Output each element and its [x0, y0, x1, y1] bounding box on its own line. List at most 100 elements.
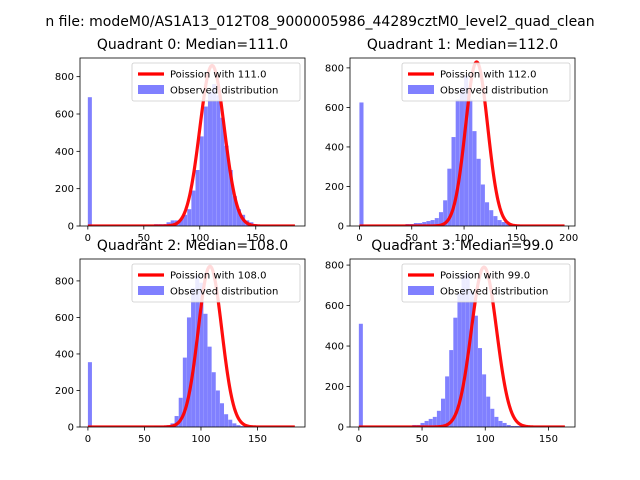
- legend-curve-label: Poission with 108.0: [170, 271, 266, 282]
- legend-bar-swatch: [408, 85, 434, 94]
- histogram-bar: [87, 97, 92, 226]
- histogram-bar: [195, 275, 200, 427]
- y-tick-label: 800: [55, 72, 74, 83]
- subplot-1: 0 50 100 150 200 0 200 400 600 800 Quadrant 1: Med…: [325, 37, 578, 244]
- histogram-bar: [187, 209, 192, 226]
- axes-frame: [349, 57, 576, 227]
- y-tick-label: 400: [55, 147, 74, 158]
- histogram-bar: [485, 202, 490, 226]
- histogram-bar: [436, 410, 441, 427]
- legend-bar-label: Observed distribution: [440, 287, 548, 298]
- x-tick-label: 100: [476, 434, 495, 445]
- x-tick-label: 0: [356, 233, 362, 244]
- histogram-bar: [441, 398, 446, 427]
- y-tick-label: 200: [55, 184, 74, 195]
- histogram-bar: [449, 350, 454, 427]
- x-tick-label: 0: [356, 434, 362, 445]
- histogram-bar: [451, 137, 456, 226]
- histogram-bar: [203, 313, 208, 427]
- x-tick-label: 150: [507, 233, 526, 244]
- histogram-bar: [506, 424, 511, 427]
- histogram-bar: [182, 357, 187, 427]
- histogram-bar: [199, 136, 204, 226]
- histogram-bar: [359, 102, 364, 226]
- poisson-curve: [358, 60, 566, 226]
- legend-bar-swatch: [138, 85, 164, 94]
- axes-frame: [79, 57, 306, 227]
- x-tick-label: 0: [85, 434, 91, 445]
- y-tick-label: 800: [325, 261, 344, 272]
- histogram-bar: [505, 224, 511, 226]
- legend-bar-swatch: [408, 286, 434, 295]
- histogram-bar: [473, 315, 478, 427]
- histogram-bar: [216, 95, 221, 226]
- legend-box: [401, 263, 571, 303]
- histogram-bar: [434, 218, 439, 226]
- y-tick-label: 800: [325, 63, 344, 74]
- legend-box: [131, 263, 301, 303]
- histogram-bar: [514, 425, 519, 427]
- histogram-bar: [232, 196, 237, 226]
- histogram-bar: [453, 317, 458, 427]
- histogram-bar: [443, 200, 448, 226]
- histogram-bar: [207, 346, 212, 427]
- histogram-bar: [219, 403, 225, 427]
- histogram-bar: [424, 420, 429, 427]
- axes-frame: [349, 258, 576, 428]
- y-tick-label: 600: [325, 103, 344, 114]
- histogram-bar: [502, 422, 507, 427]
- x-tick-label: 100: [190, 233, 209, 244]
- y-tick-label: 200: [55, 386, 74, 397]
- histogram-bar: [494, 416, 499, 427]
- x-tick-label: 100: [455, 233, 474, 244]
- histogram-bar: [476, 158, 481, 226]
- y-tick-label: 0: [68, 423, 74, 434]
- legend-bar-label: Observed distribution: [170, 86, 278, 97]
- legend-bar-swatch: [138, 286, 164, 295]
- histogram-bar: [191, 190, 196, 226]
- x-tick-label: 50: [138, 434, 151, 445]
- histogram-bar: [422, 222, 427, 226]
- histogram-bar: [493, 216, 498, 226]
- x-tick-label: 200: [559, 233, 578, 244]
- histogram-bar: [236, 209, 241, 226]
- x-tick-label: 150: [246, 233, 265, 244]
- histogram-bar: [420, 422, 425, 427]
- histogram-bar: [468, 99, 473, 226]
- subplot-title: Quadrant 0: Median=111.0: [97, 37, 288, 53]
- histogram-bar: [501, 222, 506, 226]
- histogram-bar: [87, 362, 92, 427]
- histogram-bar: [191, 288, 196, 427]
- legend: Poission with 112.0 Observed distribution: [401, 62, 571, 102]
- histogram-bar: [480, 184, 485, 226]
- histogram-bar: [240, 426, 245, 427]
- subplot-title: Quadrant 3: Median=99.0: [371, 238, 553, 254]
- y-tick-label: 400: [325, 142, 344, 153]
- histogram-bar: [228, 170, 233, 226]
- histogram-bar: [232, 423, 237, 427]
- legend: Poission with 111.0 Observed distribution: [131, 62, 301, 102]
- histogram-bar: [490, 408, 495, 427]
- subplot-3: 0 50 100 150 0 200 400 600 800 Quadrant 3: Median…: [325, 238, 576, 445]
- y-tick-label: 200: [325, 382, 344, 393]
- subplot-0: 0 50 100 150 0 200 400 600 800 Quadrant 0: Median…: [55, 37, 306, 244]
- histogram-bar: [428, 418, 433, 427]
- histogram: [87, 84, 270, 226]
- y-tick-label: 0: [338, 423, 344, 434]
- histogram-bar: [178, 219, 183, 226]
- histogram-bar: [461, 275, 466, 427]
- histogram: [87, 275, 253, 427]
- y-tick-label: 200: [325, 182, 344, 193]
- subplot-title: Quadrant 2: Median=108.0: [97, 238, 288, 254]
- x-tick-label: 50: [405, 233, 418, 244]
- y-tick-label: 600: [55, 110, 74, 121]
- y-tick-label: 800: [55, 276, 74, 287]
- y-tick-label: 600: [325, 301, 344, 312]
- histogram-bar: [203, 106, 208, 226]
- histogram-bar: [438, 212, 444, 226]
- histogram-bar: [472, 131, 477, 226]
- legend-bar-label: Observed distribution: [440, 86, 548, 97]
- histogram-bar: [170, 220, 175, 226]
- legend-box: [401, 62, 571, 102]
- legend: Poission with 99.0 Observed distribution: [401, 263, 571, 303]
